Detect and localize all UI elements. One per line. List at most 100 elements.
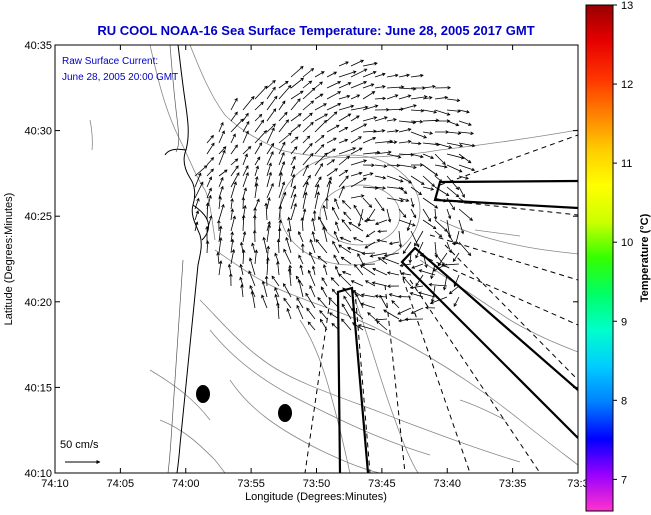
current-vector: [350, 177, 367, 188]
current-vector: [374, 116, 388, 122]
current-vector: [434, 142, 453, 149]
current-vector: [454, 230, 460, 246]
current-vector: [242, 112, 249, 122]
y-axis-label: Latitude (Degrees:Minutes): [3, 193, 15, 326]
current-vector: [398, 186, 408, 194]
current-vector: [276, 238, 281, 254]
x-tick-label: 73:50: [303, 478, 331, 490]
current-vector: [290, 185, 297, 199]
current-vector: [218, 203, 225, 221]
colorbar-tick-label: 9: [621, 316, 627, 328]
current-vector: [434, 85, 452, 90]
current-vector: [406, 219, 412, 232]
current-vector: [386, 284, 400, 288]
current-vector: [278, 100, 286, 111]
current-vector: [315, 238, 328, 254]
current-vector: [350, 115, 360, 122]
coastline: [164, 45, 209, 473]
current-vector: [418, 269, 436, 276]
current-vector: [386, 163, 401, 168]
current-vector: [274, 287, 280, 298]
current-vector: [314, 71, 325, 78]
current-vector: [278, 205, 283, 221]
current-vector: [277, 227, 282, 243]
current-vector: [434, 153, 446, 165]
current-vector: [362, 71, 377, 78]
current-vector: [422, 219, 437, 230]
current-vector: [266, 196, 271, 210]
current-vector: [338, 113, 352, 122]
current-vector: [254, 113, 263, 122]
current-vector: [357, 208, 364, 228]
current-vector: [290, 202, 297, 221]
current-vector: [205, 202, 210, 221]
current-vector: [326, 91, 342, 100]
current-vector: [397, 307, 412, 315]
current-vector: [433, 208, 438, 221]
current-vector: [326, 168, 338, 177]
current-vector: [430, 285, 436, 303]
current-vector: [458, 208, 474, 221]
current-vector: [254, 119, 265, 133]
current-vector: [446, 98, 461, 103]
current-vector: [404, 317, 424, 322]
current-vector: [297, 278, 304, 298]
current-vector: [350, 171, 363, 177]
current-vector: [227, 263, 232, 276]
current-vector: [362, 137, 377, 144]
current-vector: [350, 136, 362, 144]
current-vector: [338, 244, 352, 254]
current-vector: [216, 251, 220, 265]
current-vector: [458, 153, 472, 164]
current-vector: [306, 307, 316, 320]
current-vector: [458, 175, 470, 180]
current-vector: [409, 285, 424, 290]
current-vector: [218, 185, 224, 199]
current-vector: [350, 280, 364, 287]
current-vector: [397, 294, 412, 299]
current-vector: [398, 73, 411, 78]
current-vector: [350, 147, 363, 155]
current-vector: [206, 134, 214, 144]
current-vector: [361, 262, 376, 267]
current-vector: [283, 248, 292, 265]
current-vector: [458, 186, 465, 198]
current-vector: [266, 142, 275, 155]
current-vector: [328, 297, 340, 309]
current-vector: [218, 121, 224, 133]
current-vector: [314, 93, 324, 100]
current-vector: [422, 164, 439, 176]
current-vector: [194, 172, 202, 188]
current-vector: [218, 176, 224, 188]
current-vector: [326, 124, 340, 133]
current-vector: [376, 320, 388, 331]
current-vector: [434, 186, 450, 197]
colorbar-tick-label: 10: [621, 237, 633, 249]
colorbar-tick-label: 7: [621, 474, 627, 486]
current-vector: [410, 208, 417, 219]
current-vector: [290, 65, 304, 78]
current-vector: [319, 318, 328, 331]
current-vector: [446, 164, 463, 173]
colorbar-scale: [585, 4, 614, 512]
current-vector: [194, 210, 199, 221]
current-vector: [230, 172, 240, 188]
current-vector: [329, 312, 340, 320]
current-vector: [278, 141, 286, 155]
current-vector: [434, 164, 448, 169]
current-vector: [317, 255, 328, 265]
current-vector: [302, 164, 309, 177]
current-vector: [242, 95, 255, 111]
island-south: [278, 404, 292, 422]
current-vector: [422, 96, 433, 100]
current-vector: [326, 103, 342, 111]
current-vector: [386, 118, 397, 122]
current-vector: [428, 282, 448, 287]
current-vector: [398, 164, 417, 170]
current-vector: [367, 312, 376, 320]
colorbar-ticks: 13 12 11 10 9 8 7: [613, 0, 633, 486]
current-vector: [254, 85, 268, 100]
x-tick-label: 73:40: [433, 478, 461, 490]
current-vector: [254, 156, 261, 166]
current-vector: [446, 109, 461, 113]
